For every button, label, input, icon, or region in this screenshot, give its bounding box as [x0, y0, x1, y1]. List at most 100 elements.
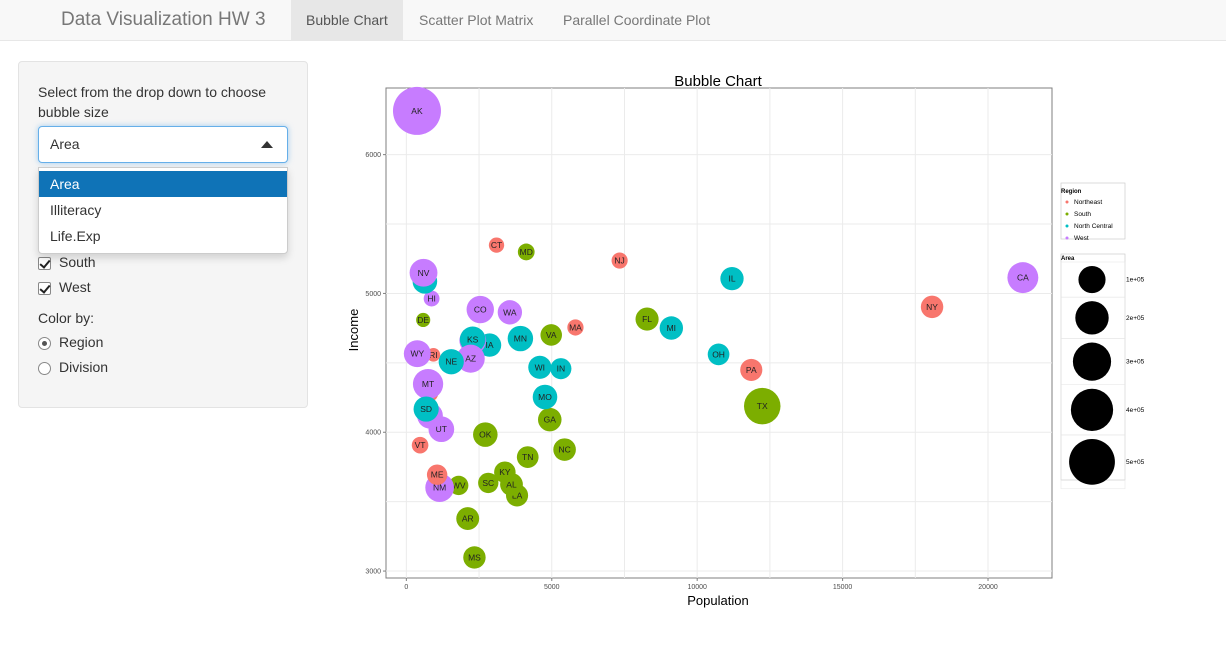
size-legend-title: Area	[1061, 256, 1075, 262]
bubble-az	[456, 344, 485, 373]
bubble-mt	[412, 368, 444, 400]
legend-size-dot	[1069, 438, 1115, 485]
bubble-label: IL	[728, 274, 735, 284]
bubble-label: NY	[926, 302, 938, 312]
bubble-nj	[611, 252, 628, 269]
legend-size-dot	[1070, 388, 1114, 431]
legend-key-dot	[1065, 224, 1069, 228]
bubble-label: OH	[712, 349, 725, 359]
size-dropdown-menu: Area Illiteracy Life.Exp	[38, 167, 288, 254]
bubble-label: KY	[499, 467, 511, 477]
size-label-line-1: Select from the drop down to choose	[38, 84, 267, 100]
bubble-mo	[532, 384, 558, 410]
radio-division[interactable]	[38, 362, 51, 375]
legend-region-label: South	[1074, 211, 1091, 218]
x-axis-ticks: 0 5000 10000 15000 20000	[404, 578, 998, 591]
x-tick-label: 5000	[544, 584, 560, 591]
bubble-label: NM	[433, 483, 446, 493]
bubble-label: SC	[482, 478, 494, 488]
bubble-label: LA	[512, 490, 523, 500]
legend-key-dot	[1065, 200, 1069, 204]
bubble-vt	[411, 436, 429, 454]
radio-region-label: Region	[59, 334, 104, 350]
region-legend-box	[1060, 182, 1126, 240]
legend-size-dot	[1078, 266, 1106, 294]
bubble-label: RI	[429, 350, 438, 360]
y-tick-label: 4000	[365, 430, 381, 437]
x-axis-label: Population	[687, 593, 748, 608]
bubble-label: TX	[757, 401, 768, 411]
bubble-label: CT	[491, 240, 502, 250]
legend-size-label: 1e+05	[1126, 277, 1145, 284]
bubble-label: NJ	[614, 256, 624, 266]
bubble-label: MA	[569, 322, 582, 332]
bubble-pa	[740, 358, 763, 381]
color-by-label: Color by:	[38, 310, 95, 326]
dropdown-option-area[interactable]: Area	[39, 171, 287, 197]
x-tick-label: 0	[404, 584, 408, 591]
bubble-label: WI	[535, 362, 545, 372]
bubble-wi	[528, 355, 552, 379]
bubble-label: WY	[410, 349, 424, 359]
legend: Region Area Northeast South North Central W…	[1060, 182, 1145, 490]
bubble-ak	[392, 86, 441, 135]
chart-title: Bubble Chart	[674, 73, 762, 90]
bubble-tx	[744, 387, 781, 425]
size-label-line-2: bubble size	[38, 104, 109, 120]
y-axis-label: Income	[346, 309, 361, 352]
x-tick-label: 10000	[687, 584, 707, 591]
legend-size-dot	[1075, 301, 1109, 335]
y-axis-ticks: 3000 4000 5000 6000	[365, 152, 386, 576]
bubble-fl	[635, 307, 659, 331]
bubble-hi	[423, 290, 440, 307]
bubble-label: PA	[746, 365, 757, 375]
x-tick-label: 20000	[978, 584, 998, 591]
tab-scatter-plot-matrix[interactable]: Scatter Plot Matrix	[419, 12, 534, 28]
bubble-label: HI	[427, 294, 436, 304]
bubble-label: MO	[538, 392, 552, 402]
caret-up-icon	[261, 141, 273, 148]
bubble-label: ME	[431, 470, 444, 480]
bubble-ar	[456, 507, 480, 531]
bubble-label: IN	[557, 364, 566, 374]
checkbox-south[interactable]	[38, 257, 51, 270]
bubble-label: AK	[411, 106, 423, 116]
bubble-label: AR	[462, 514, 474, 524]
y-tick-label: 5000	[365, 291, 381, 298]
tab-bubble-chart[interactable]: Bubble Chart	[291, 0, 403, 40]
size-select[interactable]: Area	[38, 126, 288, 163]
bubble-label: WV	[452, 480, 466, 490]
app-title[interactable]: Data Visualization HW 3	[61, 9, 266, 30]
legend-size-label: 2e+05	[1126, 315, 1145, 322]
checkbox-west[interactable]	[38, 282, 51, 295]
legend-size-dot	[1072, 342, 1112, 381]
bubble-ne	[438, 349, 464, 375]
bubble-label: CO	[474, 305, 487, 315]
bubble-ga	[538, 407, 562, 432]
bubble-oh	[707, 343, 730, 366]
checkbox-west-label: West	[59, 279, 91, 295]
bubble-label: MS	[468, 552, 481, 562]
bubble-md	[517, 243, 535, 261]
bubble-label: CA	[1017, 273, 1029, 283]
bubble-nv	[409, 258, 438, 287]
bubble-wa	[497, 300, 523, 325]
bubble-label: MD	[520, 247, 533, 257]
radio-region[interactable]	[38, 337, 51, 350]
bubble-sc	[478, 472, 499, 494]
dropdown-option-life-exp[interactable]: Life.Exp	[50, 228, 101, 244]
bubble-co	[466, 295, 494, 324]
bubble-wy	[403, 340, 431, 368]
plot-panel	[385, 87, 1053, 579]
bubble-label: FL	[642, 314, 652, 324]
bubble-label: NV	[418, 268, 430, 278]
tab-parallel-coordinate-plot[interactable]: Parallel Coordinate Plot	[563, 12, 711, 28]
bubble-ny	[920, 295, 944, 319]
dropdown-option-illiteracy[interactable]: Illiteracy	[50, 202, 102, 218]
y-tick-label: 3000	[365, 569, 381, 576]
bubble-label: NC	[558, 445, 570, 455]
region-legend-title: Region	[1061, 189, 1082, 195]
bubble-label: IA	[486, 340, 494, 350]
legend-size-label: 4e+05	[1126, 407, 1145, 414]
bubble-nc	[553, 438, 576, 461]
